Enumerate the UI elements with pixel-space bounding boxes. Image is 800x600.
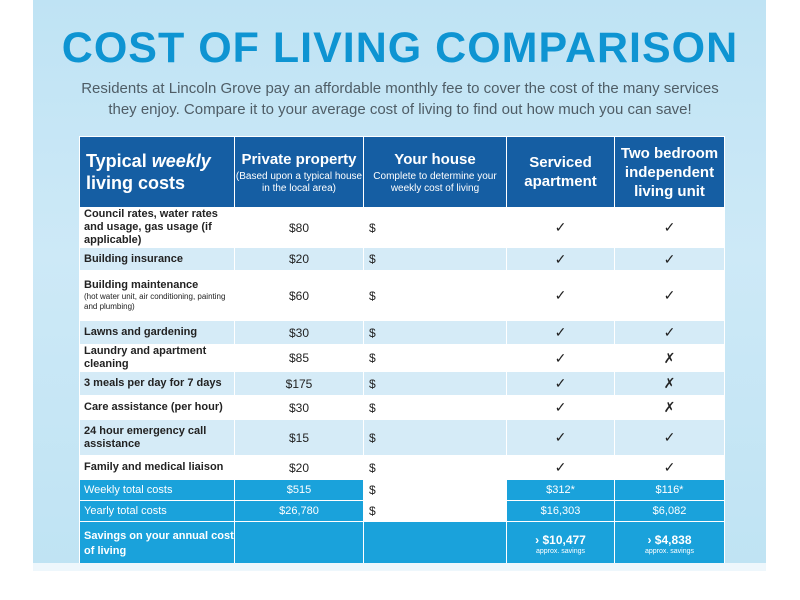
- check-icon: ✓: [506, 344, 615, 372]
- table-row: Family and medical liaison $20 $ ✓ ✓: [79, 455, 725, 480]
- savings-serviced-value: › $10,477: [535, 532, 586, 547]
- private-cost: $60: [234, 270, 364, 321]
- check-icon: ✓: [614, 320, 725, 345]
- check-icon: ✓: [614, 419, 725, 456]
- private-cost: $80: [234, 207, 364, 248]
- savings-unit: › $4,838 approx. savings: [614, 521, 725, 567]
- your-house-input[interactable]: $: [363, 419, 507, 456]
- page-title: COST OF LIVING COMPARISON: [61, 24, 739, 72]
- weekly-total-label: Weekly total costs: [79, 479, 235, 501]
- table-row: Building maintenance (hot water unit, ai…: [79, 270, 725, 321]
- row-label: 3 meals per day for 7 days: [79, 371, 235, 396]
- check-icon: ✓: [614, 270, 725, 321]
- savings-serviced: › $10,477 approx. savings: [506, 521, 615, 567]
- row-label: 24 hour emergency call assistance: [79, 419, 235, 456]
- savings-row: Savings on your annual cost of living › …: [79, 521, 725, 567]
- row-label-cell: Building maintenance (hot water unit, ai…: [79, 270, 235, 321]
- savings-label: Savings on your annual cost of living: [79, 521, 235, 567]
- yearly-total-unit: $6,082: [614, 500, 725, 522]
- your-house-input[interactable]: $: [363, 320, 507, 345]
- your-house-input[interactable]: $: [363, 270, 507, 321]
- weekly-total-unit: $116*: [614, 479, 725, 501]
- check-icon: ✓: [506, 419, 615, 456]
- check-icon: ✓: [506, 207, 615, 248]
- header-private-property: Private property (Based upon a typical h…: [234, 136, 364, 208]
- private-cost: $20: [234, 455, 364, 480]
- check-icon: ✓: [506, 320, 615, 345]
- subtitle-line-2: they enjoy. Compare it to your average c…: [108, 101, 692, 118]
- header-your-house: Your house Complete to determine your we…: [363, 136, 507, 208]
- table-row: Council rates, water rates and usage, ga…: [79, 207, 725, 248]
- private-cost: $85: [234, 344, 364, 372]
- row-label: Care assistance (per hour): [79, 395, 235, 420]
- your-house-input[interactable]: $: [363, 207, 507, 248]
- your-house-input[interactable]: $: [363, 344, 507, 372]
- row-label: Council rates, water rates and usage, ga…: [79, 207, 235, 248]
- savings-serviced-note: approx. savings: [535, 547, 586, 555]
- cross-icon: ✗: [614, 395, 725, 420]
- row-label: Building insurance: [79, 247, 235, 271]
- check-icon: ✓: [614, 455, 725, 480]
- private-cost: $30: [234, 320, 364, 345]
- header-two-bedroom-unit: Two bedroom independent living unit: [614, 136, 725, 208]
- yearly-total-private: $26,780: [234, 500, 364, 522]
- check-icon: ✓: [506, 270, 615, 321]
- weekly-total-your-house-input[interactable]: $: [363, 479, 507, 501]
- savings-your-house-empty: [363, 521, 507, 567]
- cross-icon: ✗: [614, 371, 725, 396]
- cross-icon: ✗: [614, 344, 725, 372]
- private-cost: $30: [234, 395, 364, 420]
- savings-unit-note: approx. savings: [644, 547, 695, 555]
- row-label: Laundry and apartment cleaning: [79, 344, 235, 372]
- table-row: Laundry and apartment cleaning $85 $ ✓ ✗: [79, 344, 725, 372]
- weekly-total-private: $515: [234, 479, 364, 501]
- table-row: Lawns and gardening $30 $ ✓ ✓: [79, 320, 725, 345]
- yearly-total-your-house-input[interactable]: $: [363, 500, 507, 522]
- your-house-input[interactable]: $: [363, 371, 507, 396]
- row-label: Lawns and gardening: [79, 320, 235, 345]
- check-icon: ✓: [506, 371, 615, 396]
- comparison-table: Typical weekly living costs Private prop…: [79, 136, 725, 567]
- yearly-total-label: Yearly total costs: [79, 500, 235, 522]
- bottom-strip: [33, 563, 766, 571]
- check-icon: ✓: [506, 247, 615, 271]
- your-house-input[interactable]: $: [363, 247, 507, 271]
- check-icon: ✓: [614, 247, 725, 271]
- private-cost: $20: [234, 247, 364, 271]
- header-typical-weekly-costs: Typical weekly living costs: [79, 136, 235, 208]
- yearly-total-row: Yearly total costs $26,780 $ $16,303 $6,…: [79, 500, 725, 522]
- your-house-input[interactable]: $: [363, 395, 507, 420]
- your-house-input[interactable]: $: [363, 455, 507, 480]
- page-subtitle: Residents at Lincoln Grove pay an afford…: [70, 78, 730, 120]
- table-row: 3 meals per day for 7 days $175 $ ✓ ✗: [79, 371, 725, 396]
- weekly-total-serviced: $312*: [506, 479, 615, 501]
- weekly-total-row: Weekly total costs $515 $ $312* $116*: [79, 479, 725, 501]
- savings-unit-value: › $4,838: [647, 532, 692, 547]
- savings-private-empty: [234, 521, 364, 567]
- check-icon: ✓: [506, 455, 615, 480]
- row-note: (hot water unit, air conditioning, paint…: [84, 292, 226, 311]
- subtitle-line-1: Residents at Lincoln Grove pay an afford…: [81, 80, 719, 97]
- yearly-total-serviced: $16,303: [506, 500, 615, 522]
- row-label: Building maintenance: [84, 279, 199, 291]
- row-label: Family and medical liaison: [79, 455, 235, 480]
- check-icon: ✓: [614, 207, 725, 248]
- table-row: Building insurance $20 $ ✓ ✓: [79, 247, 725, 271]
- check-icon: ✓: [506, 395, 615, 420]
- private-cost: $175: [234, 371, 364, 396]
- table-row: Care assistance (per hour) $30 $ ✓ ✗: [79, 395, 725, 420]
- header-serviced-apartment: Serviced apartment: [506, 136, 615, 208]
- table-header-row: Typical weekly living costs Private prop…: [79, 136, 725, 208]
- table-row: 24 hour emergency call assistance $15 $ …: [79, 419, 725, 456]
- private-cost: $15: [234, 419, 364, 456]
